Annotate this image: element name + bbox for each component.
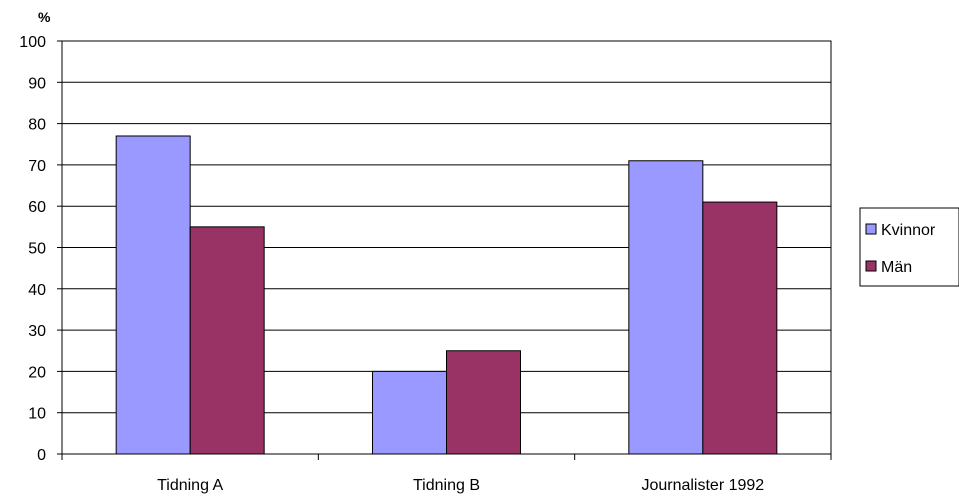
y-tick-label: 20 <box>28 364 46 381</box>
y-tick-label: 80 <box>28 117 46 134</box>
legend-box <box>859 207 959 287</box>
legend-label-man: Män <box>881 259 912 276</box>
legend-swatch-man <box>865 260 877 272</box>
legend: Kvinnor Män <box>859 207 959 287</box>
bar-kvinnor-1 <box>115 135 191 455</box>
y-axis-unit-label: % <box>38 9 51 25</box>
y-tick-label: 70 <box>28 158 46 175</box>
legend-swatch-kvinnor <box>865 223 877 235</box>
y-tick-label: 0 <box>37 447 46 464</box>
y-tick-label: 100 <box>19 34 46 51</box>
y-tick-label: 60 <box>28 199 46 216</box>
legend-label-kvinnor: Kvinnor <box>881 222 936 239</box>
y-axis: 0 10 20 30 40 50 60 70 80 90 100 <box>19 34 62 464</box>
bar-mn-3 <box>702 201 778 455</box>
y-tick-label: 90 <box>28 75 46 92</box>
bar-kvinnor-3 <box>628 160 704 455</box>
x-category-label: Journalister 1992 <box>641 477 764 494</box>
x-category-label: Tidning A <box>157 477 223 494</box>
bar-kvinnor-2 <box>372 370 447 455</box>
bar-mn-1 <box>189 226 265 455</box>
bar-mn-2 <box>446 350 521 455</box>
y-tick-label: 40 <box>28 282 46 299</box>
x-category-label: Tidning B <box>413 477 480 494</box>
x-axis: Tidning A Tidning B Journalister 1992 <box>61 454 832 494</box>
bars <box>115 135 778 455</box>
y-tick-label: 30 <box>28 323 46 340</box>
y-tick-label: 10 <box>28 406 46 423</box>
y-tick-label: 50 <box>28 241 46 258</box>
